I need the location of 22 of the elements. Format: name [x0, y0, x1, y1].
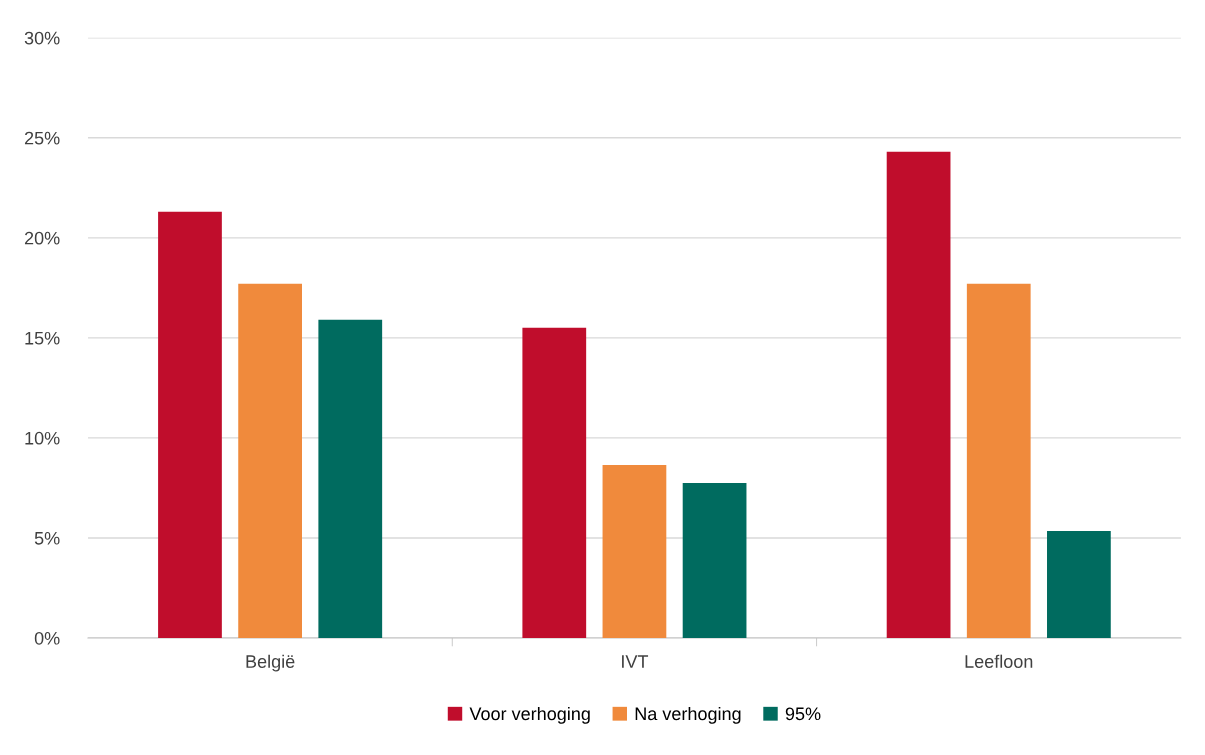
- y-tick-label: 10%: [25, 431, 60, 445]
- y-tick-label: 0%: [34, 631, 60, 645]
- bar: [522, 327, 587, 638]
- bar: [158, 211, 222, 638]
- bar: [886, 151, 951, 638]
- y-tick-label: 25%: [24, 131, 60, 145]
- x-tick-label: IVT: [622, 655, 649, 668]
- bar: [682, 482, 747, 638]
- x-tick-label: België: [246, 654, 295, 672]
- bar: [1047, 530, 1111, 638]
- legend-label: Voor verhoging: [469, 706, 590, 724]
- legend-label: Na verhoging: [635, 706, 741, 724]
- bar: [318, 319, 383, 638]
- bar: [602, 464, 667, 638]
- y-tick-label: 5%: [34, 531, 60, 545]
- bar: [966, 283, 1031, 638]
- y-tick-label: 30%: [24, 31, 60, 45]
- legend-label: 95%: [785, 707, 821, 721]
- y-tick-label: 20%: [24, 231, 60, 245]
- x-tick-label: Leefloon: [965, 654, 1033, 668]
- bar: [238, 283, 302, 638]
- y-tick-label: 15%: [25, 331, 60, 345]
